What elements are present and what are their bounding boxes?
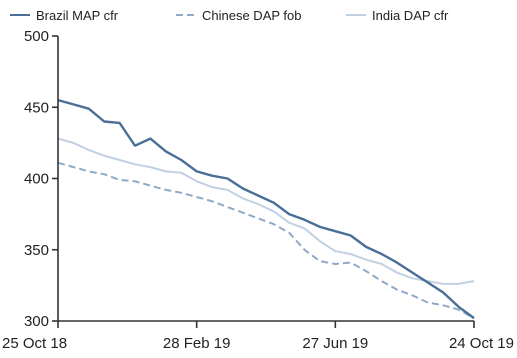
legend-label: India DAP cfr xyxy=(372,8,449,23)
y-tick-label: 450 xyxy=(24,99,49,116)
series-layer xyxy=(57,98,475,320)
x-tick-label: 28 Feb 19 xyxy=(163,335,231,352)
y-tick-label: 400 xyxy=(24,171,49,188)
x-tick-label: 27 Jun 19 xyxy=(302,335,368,352)
legend: Brazil MAP cfr Chinese DAP fob India DAP c… xyxy=(10,8,449,23)
series-line-0 xyxy=(57,98,475,320)
x-tick-label: 24 Oct 19 xyxy=(449,335,514,352)
axes: 300 350 400 450 500 25 Oct 18 28 Feb 19 27 Jun … xyxy=(2,28,514,352)
legend-label: Brazil MAP cfr xyxy=(36,8,119,23)
y-tick-label: 500 xyxy=(24,28,49,45)
series-line-2 xyxy=(57,137,475,285)
y-tick-label: 350 xyxy=(24,242,49,259)
series-line-1 xyxy=(57,161,475,319)
x-tick-label: 25 Oct 18 xyxy=(2,335,67,352)
legend-label: Chinese DAP fob xyxy=(202,8,302,23)
y-tick-label: 300 xyxy=(24,313,49,330)
